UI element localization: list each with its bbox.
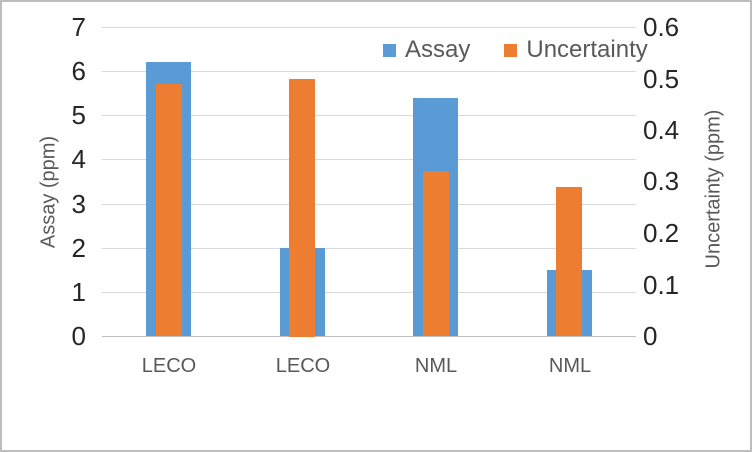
category-label: LECO (141, 355, 197, 377)
gridline (102, 115, 636, 116)
gridline (102, 159, 636, 160)
assay-legend-swatch (383, 43, 396, 57)
left-axis-title: Assay (ppm) (37, 135, 60, 249)
right-axis-tick: 0.1 (643, 270, 680, 300)
legend-item-uncertainty: Uncertainty (504, 36, 648, 63)
category-label: NML (548, 355, 592, 377)
uncertainty-bar (423, 171, 449, 336)
uncertainty-bar (289, 79, 315, 337)
left-axis-tick: 4 (71, 144, 86, 174)
gridline (102, 248, 636, 249)
gridline (102, 27, 636, 28)
category-label: LECO (275, 355, 331, 377)
right-axis-tick: 0.5 (643, 64, 680, 94)
left-axis-tick: 0 (71, 321, 86, 351)
uncertainty-bar (556, 187, 582, 336)
uncertainty-bar (156, 84, 182, 336)
gridline (102, 336, 636, 337)
left-axis-tick: 6 (71, 56, 86, 86)
category-label: NML (414, 355, 458, 377)
left-axis-tick: 3 (71, 189, 86, 219)
legend-item-assay: Assay (383, 38, 470, 62)
gridline (102, 204, 636, 205)
uncertainty-legend-swatch (504, 43, 518, 57)
right-axis-tick: 0.6 (643, 12, 680, 42)
right-axis-title: Uncertainty (ppm) (702, 109, 725, 269)
gridline (102, 292, 636, 293)
left-axis-tick: 1 (71, 277, 86, 307)
left-axis-tick: 7 (71, 12, 86, 42)
uncertainty-legend-label: Uncertainty (526, 36, 648, 63)
left-axis-tick: 2 (71, 233, 86, 263)
left-axis-tick: 5 (71, 100, 86, 130)
right-axis-tick: 0.4 (643, 115, 680, 145)
right-axis-tick: 0.3 (643, 166, 680, 196)
legend: Assay Uncertainty (383, 38, 648, 62)
gridline (102, 71, 636, 72)
right-axis-tick: 0.2 (643, 218, 680, 248)
right-axis-tick: 0 (643, 321, 658, 351)
assay-legend-label: Assay (405, 36, 471, 63)
